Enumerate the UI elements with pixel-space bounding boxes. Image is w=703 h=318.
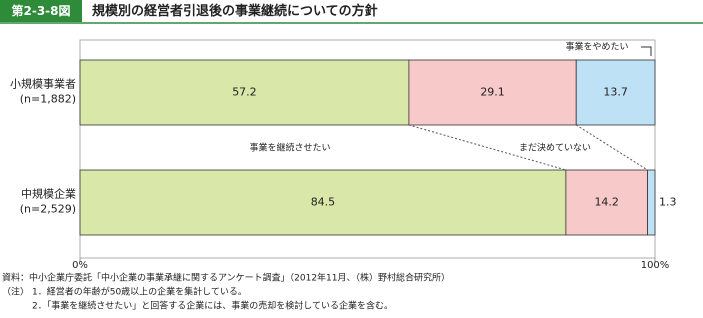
source: 資料：中小企業庁委託「中小企業の事業承継に関するアンケート調査」（2012年11… <box>2 272 450 284</box>
series-annotation: 事業をやめたい <box>565 41 628 53</box>
category-note: (n=2,529) <box>20 203 76 216</box>
note: 1．経営者の年齢が50歳以上の企業を集計している。 <box>32 286 247 298</box>
category-label: 中規模企業 <box>21 187 76 201</box>
note: 2．「事業を継続させたい」と回答する企業には、事業の売却を検討している企業を含む… <box>32 300 393 312</box>
value-label: 84.5 <box>311 196 336 209</box>
figure-number: 第2-3-8図 <box>11 3 70 18</box>
x-tick-label: 0% <box>72 260 88 271</box>
x-tick-label: 100% <box>641 260 670 271</box>
value-label: 14.2 <box>594 196 619 209</box>
value-label: 57.2 <box>232 86 257 99</box>
bar <box>79 169 567 236</box>
value-label: 29.1 <box>480 86 505 99</box>
bar <box>565 169 648 236</box>
series-annotation: 事業を継続させたい <box>249 142 330 154</box>
bar <box>647 169 656 236</box>
annotation-bracket <box>641 46 652 56</box>
bar <box>575 59 656 126</box>
connector <box>408 124 567 171</box>
notes-label: （注） <box>2 286 29 298</box>
bar <box>79 59 410 126</box>
chart-title: 規模別の経営者引退後の事業継続についての方針 <box>92 3 378 19</box>
value-label: 1.3 <box>659 196 677 209</box>
series-annotation: まだ決めていない <box>519 142 591 154</box>
category-note: (n=1,882) <box>20 93 76 106</box>
category-label: 小規模事業者 <box>10 77 76 91</box>
figure-badge <box>0 0 82 22</box>
value-label: 13.7 <box>603 86 628 99</box>
plot-frame <box>79 39 656 259</box>
